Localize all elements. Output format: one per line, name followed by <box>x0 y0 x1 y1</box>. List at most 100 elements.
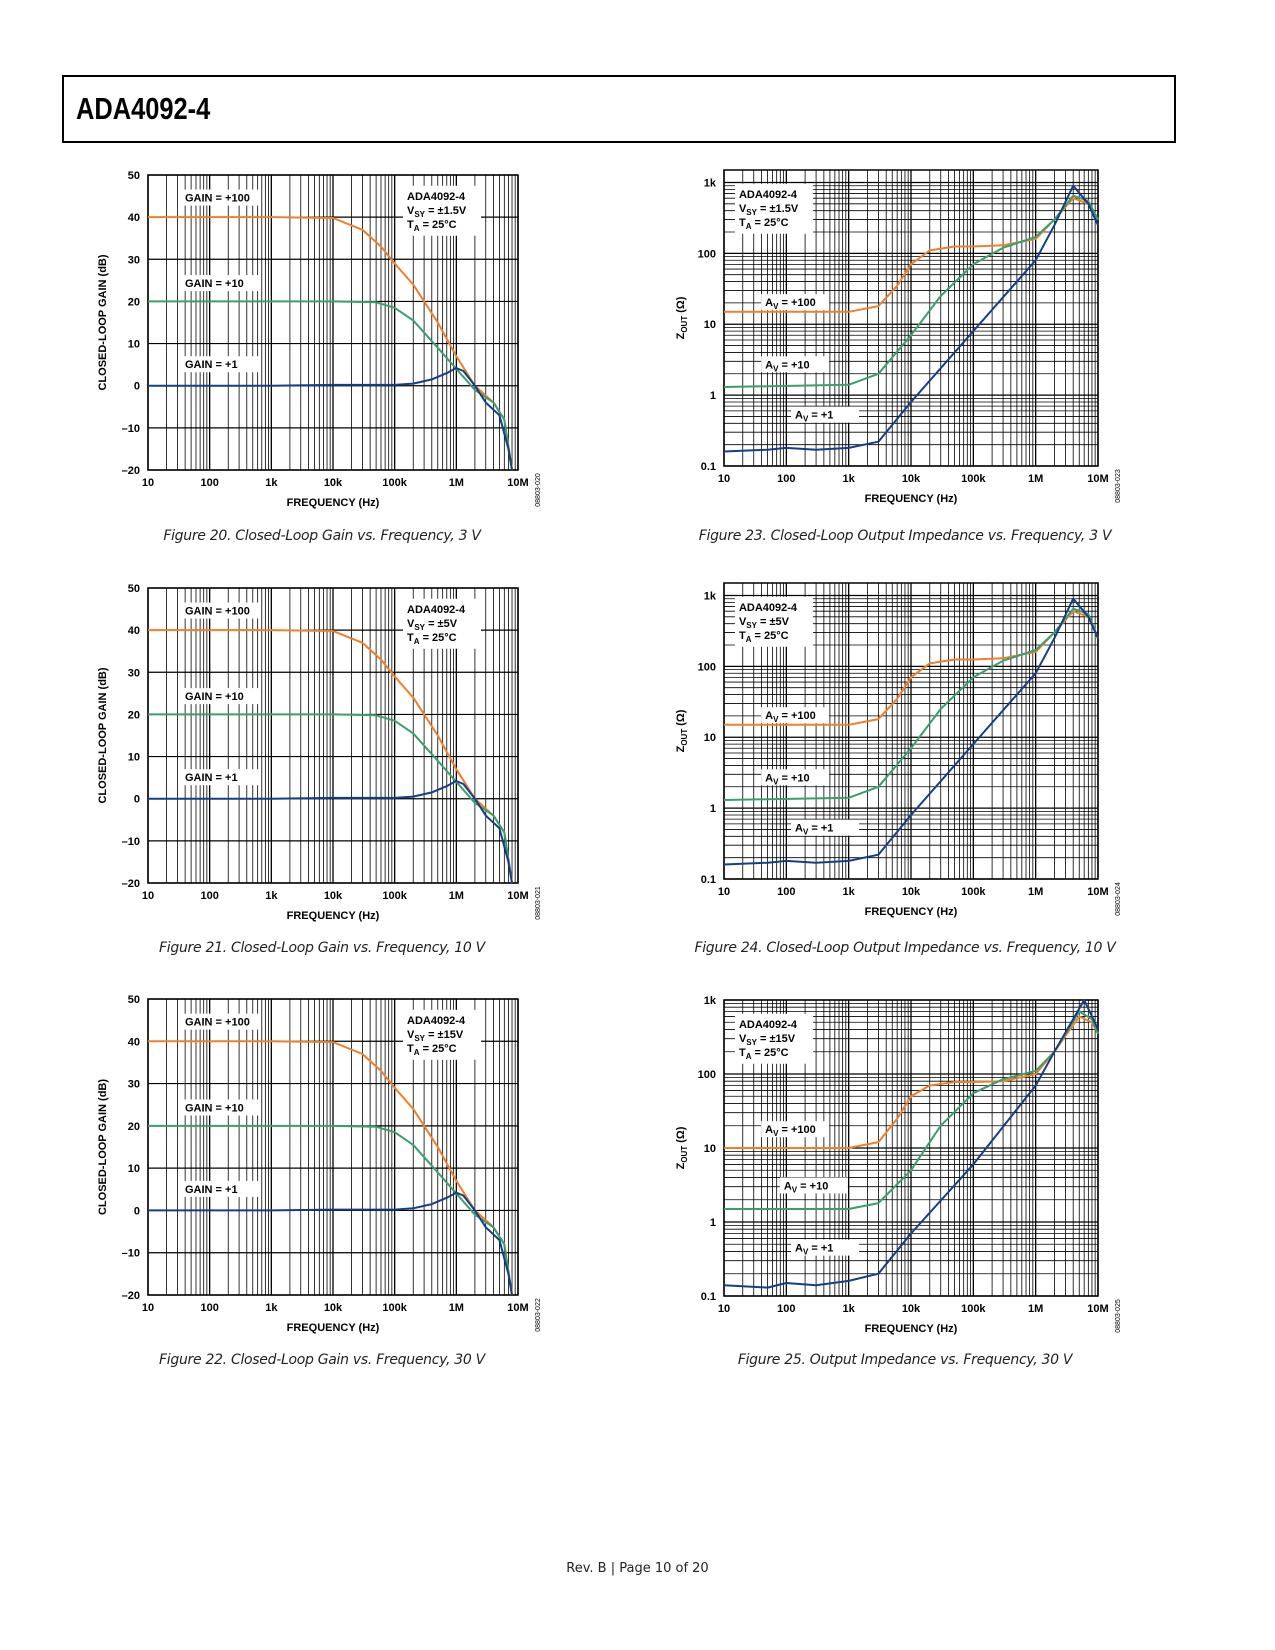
y-tick-label: 1k <box>704 590 717 602</box>
x-tick-label: 1M <box>1028 473 1043 485</box>
y-tick-label: 50 <box>128 994 140 1006</box>
info-line: VSY = ±5V <box>407 618 458 632</box>
x-tick-label: 100k <box>961 473 986 485</box>
x-tick-label: 10k <box>324 1302 343 1314</box>
x-tick-label: 100k <box>961 886 986 898</box>
series-line-1 <box>724 197 1099 313</box>
series-line-1 <box>724 610 1099 726</box>
x-tick-label: 10 <box>718 1303 730 1315</box>
x-tick-label: 10k <box>902 886 921 898</box>
y-axis-label: CLOSED-LOOP GAIN (dB) <box>97 667 109 803</box>
label-bg <box>181 1180 261 1197</box>
info-line: ADA4092-4 <box>407 604 466 616</box>
series-line-2 <box>148 1124 513 1296</box>
x-tick-label: 10M <box>507 1302 528 1314</box>
x-tick-label: 10 <box>142 477 154 489</box>
x-tick-label: 1M <box>449 890 464 902</box>
y-tick-label: 40 <box>128 625 140 637</box>
y-tick-label: 30 <box>128 1079 140 1091</box>
y-tick-label: 1k <box>704 177 717 189</box>
info-line: ADA4092-4 <box>407 191 466 203</box>
label-bg <box>181 189 261 206</box>
chart-fig22: GAIN = +100 GAIN = +10 GAIN = +1 ADA4092-4 V… <box>97 994 542 1334</box>
figure-caption: Figure 21. Closed-Loop Gain vs. Frequenc… <box>159 940 485 956</box>
y-axis-label: ZOUT (Ω) <box>675 296 689 339</box>
label-bg <box>181 356 261 373</box>
plot-frame <box>723 169 1099 467</box>
x-tick-label: 10 <box>718 473 730 485</box>
x-tick-label: 100 <box>200 890 218 902</box>
y-tick-label: 50 <box>128 170 140 182</box>
info-box <box>734 596 813 647</box>
label-bg <box>181 275 261 292</box>
y-axis-label: ZOUT (Ω) <box>675 709 689 752</box>
info-box <box>734 183 813 234</box>
series-line-1 <box>724 1015 1099 1149</box>
curve-label: GAIN = +10 <box>185 1102 244 1114</box>
x-tick-label: 100 <box>777 886 795 898</box>
figure-code: 08803-022 <box>535 1298 542 1332</box>
figure-code: 08803-024 <box>1115 882 1122 916</box>
label-bg <box>181 1013 261 1030</box>
x-tick-label: 1k <box>265 1302 278 1314</box>
header-box: ADA4092-4 <box>62 75 1176 143</box>
y-axis-label: ZOUT (Ω) <box>675 1126 689 1169</box>
label-bg <box>181 602 261 619</box>
x-tick-label: 100 <box>200 1302 218 1314</box>
y-axis-label: CLOSED-LOOP GAIN (dB) <box>97 254 109 390</box>
x-tick-label: 10M <box>507 477 528 489</box>
x-tick-label: 1k <box>843 473 856 485</box>
curve-label: GAIN = +10 <box>185 691 244 703</box>
label-bg <box>761 294 830 311</box>
info-line: ADA4092-4 <box>739 189 798 201</box>
curve-label: AV = +100 <box>765 710 816 724</box>
y-tick-label: 30 <box>128 667 140 679</box>
y-tick-label: 100 <box>698 661 716 673</box>
y-tick-label: 10 <box>128 339 140 351</box>
curve-label: AV = +100 <box>765 297 816 311</box>
label-bg <box>761 1121 830 1138</box>
label-bg <box>761 356 830 373</box>
figure-caption: Figure 22. Closed-Loop Gain vs. Frequenc… <box>159 1352 485 1368</box>
series-line-2 <box>724 1010 1099 1210</box>
x-axis-label: FREQUENCY (Hz) <box>865 1323 958 1335</box>
label-bg <box>181 688 261 705</box>
y-tick-label: 0.1 <box>701 461 716 473</box>
chart-fig21: GAIN = +100 GAIN = +10 GAIN = +1 ADA4092-4 V… <box>97 583 542 922</box>
label-bg <box>181 769 261 786</box>
y-tick-label: 0 <box>134 1205 140 1217</box>
info-line: TA = 25°C <box>739 1047 789 1061</box>
label-bg <box>761 769 830 786</box>
x-axis-label: FREQUENCY (Hz) <box>865 906 958 918</box>
y-tick-label: 0 <box>134 794 140 806</box>
y-tick-label: 20 <box>128 296 140 308</box>
x-tick-label: 100k <box>961 1303 986 1315</box>
curve-label: AV = +10 <box>765 772 810 786</box>
x-axis-label: FREQUENCY (Hz) <box>865 493 958 505</box>
series-line-2 <box>148 713 513 884</box>
info-line: TA = 25°C <box>407 632 457 646</box>
curve-label: GAIN = +100 <box>185 1017 250 1029</box>
x-tick-label: 10M <box>1087 473 1108 485</box>
plot-frame <box>147 174 519 471</box>
x-tick-label: 1k <box>265 477 278 489</box>
label-bg <box>791 819 860 836</box>
x-tick-label: 1M <box>1028 886 1043 898</box>
grid <box>723 999 1099 1297</box>
chart-fig23: AV = +100 AV = +10 AV = +1 ADA4092-4 VSY = ±… <box>675 169 1122 505</box>
x-tick-label: 100k <box>382 477 407 489</box>
series-line-2 <box>723 194 1099 388</box>
x-tick-label: 1k <box>843 1303 856 1315</box>
chart-fig20: GAIN = +100 GAIN = +10 GAIN = +1 ADA4092-4 V… <box>97 170 542 509</box>
y-tick-label: –20 <box>122 465 140 477</box>
x-tick-label: 1k <box>265 890 278 902</box>
y-tick-label: –20 <box>122 878 140 890</box>
grid <box>147 174 519 471</box>
plot-svg: AV = +100 AV = +10 AV = +1 ADA4092-4 VSY = ±… <box>675 582 1122 918</box>
y-tick-label: 1 <box>710 803 716 815</box>
curve-label: AV = +10 <box>784 1180 828 1194</box>
series-line-3 <box>148 780 513 884</box>
info-line: VSY = ±15V <box>739 1033 796 1047</box>
info-box <box>403 1009 481 1060</box>
y-axis-label: CLOSED-LOOP GAIN (dB) <box>97 1079 109 1215</box>
